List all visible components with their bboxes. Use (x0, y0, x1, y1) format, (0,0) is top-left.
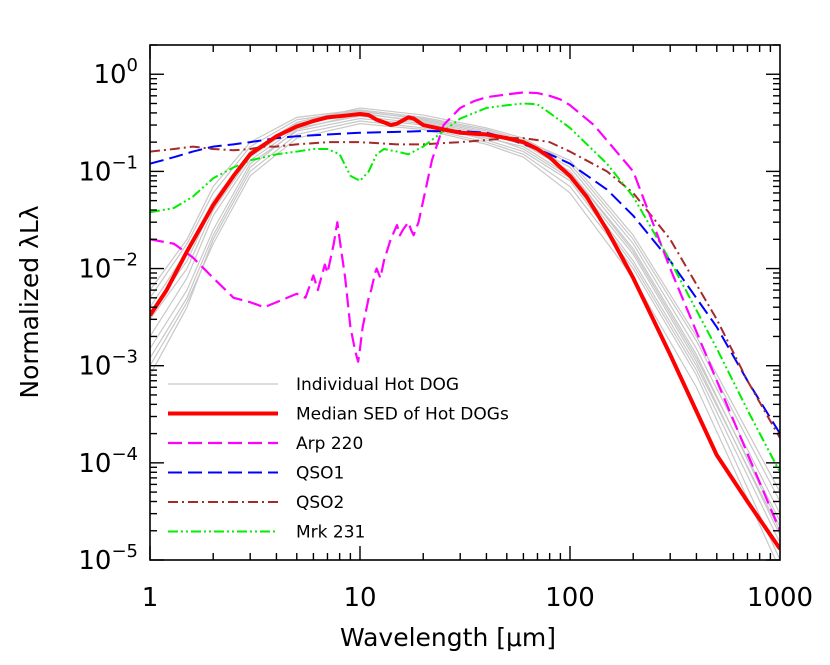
x-tick-label: 10 (343, 583, 376, 613)
y-tick-label: 100 (93, 55, 138, 90)
y-tick-label: 10−2 (78, 250, 138, 285)
individual-hot-dog-line-1 (150, 110, 780, 522)
individual-hot-dog-line-8 (150, 113, 780, 527)
plot-frame (149, 44, 781, 561)
individual-hot-dog-line-9 (150, 109, 780, 493)
series-layer (150, 91, 780, 560)
y-axis-title: Normalized λLλ (15, 205, 44, 398)
individual-hot-dog-line-4 (150, 120, 780, 560)
legend-label: QSO2 (296, 493, 344, 513)
legend-label: Arp 220 (296, 434, 363, 454)
legend-label: Individual Hot DOG (296, 375, 459, 395)
x-tick-label: 1 (142, 583, 159, 613)
legend-label: Mrk 231 (296, 523, 365, 543)
individual-hot-dog-line-7 (150, 111, 780, 514)
legend-label: Median SED of Hot DOGs (296, 405, 509, 425)
y-tick-label: 10−4 (78, 444, 138, 479)
series-line-median-sed-of-hot-dogs (150, 111, 780, 551)
y-tick-label: 10−5 (78, 541, 138, 576)
individual-hot-dog-line-2 (150, 112, 780, 532)
legend-label: QSO1 (296, 464, 344, 484)
x-axis-title-text: Wavelength [μm] (340, 623, 556, 652)
y-tick-label: 10−3 (78, 347, 138, 382)
x-tick-label: 1000 (747, 583, 813, 613)
x-tick-labels: 1 10 100 1000 (142, 583, 813, 613)
x-tick-label: 100 (545, 583, 595, 613)
series-line-qso2 (150, 137, 780, 439)
individual-hot-dog-line-5 (150, 107, 780, 502)
series-line-mrk-231 (150, 102, 780, 473)
y-tick-label: 10−1 (78, 152, 138, 187)
x-axis-title: Wavelength [μm] (340, 623, 556, 652)
legend: Individual Hot DOG Median SED of Hot DOGs… (168, 375, 509, 543)
series-line-arp-220 (150, 91, 780, 532)
ticks-layer (149, 44, 780, 561)
y-tick-labels: 100 10−1 10−2 10−3 10−4 10−5 (78, 55, 138, 576)
